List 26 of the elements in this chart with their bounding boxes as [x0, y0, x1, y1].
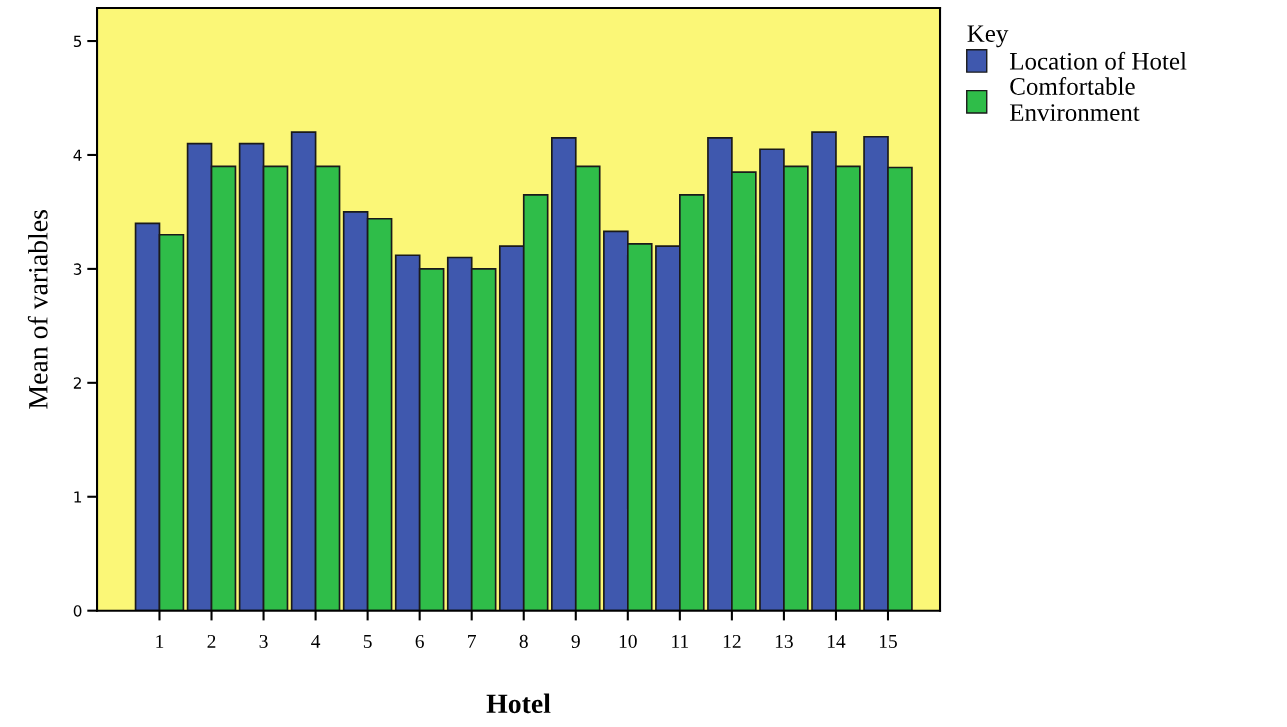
- x-tick-label: 2: [207, 634, 216, 648]
- y-tick-label: 3: [73, 263, 82, 275]
- y-tick-label: 5: [73, 35, 82, 48]
- x-tick-label: 14: [827, 634, 846, 648]
- x-tick-label: 3: [259, 634, 268, 648]
- y-tick-label: 2: [73, 377, 81, 389]
- legend-label: Comfortable Environment: [1009, 77, 1140, 122]
- x-tick-label: 11: [672, 634, 689, 648]
- y-tick-label: 0: [73, 605, 82, 617]
- x-tick-label: 5: [363, 635, 372, 648]
- x-tick-label: 15: [879, 634, 897, 648]
- y-axis-title: Mean of variables: [27, 210, 48, 409]
- y-tick-label: 1: [74, 491, 82, 503]
- x-tick-label: 9: [571, 634, 580, 648]
- x-tick-label: 1: [156, 634, 164, 648]
- x-tick-label: 12: [723, 634, 741, 648]
- x-tick-label: 4: [311, 634, 321, 648]
- x-axis-title: Hotel: [486, 693, 551, 714]
- x-tick-label: 13: [775, 634, 793, 648]
- x-tick-label: 10: [619, 634, 637, 648]
- x-tick-label: 6: [415, 634, 424, 648]
- x-tick-label: 7: [468, 635, 476, 648]
- x-tick-label: 8: [519, 634, 528, 648]
- legend-title: Key: [967, 25, 1009, 48]
- legend-label: Location of Hotel: [1009, 51, 1187, 70]
- y-tick-label: 4: [73, 149, 82, 161]
